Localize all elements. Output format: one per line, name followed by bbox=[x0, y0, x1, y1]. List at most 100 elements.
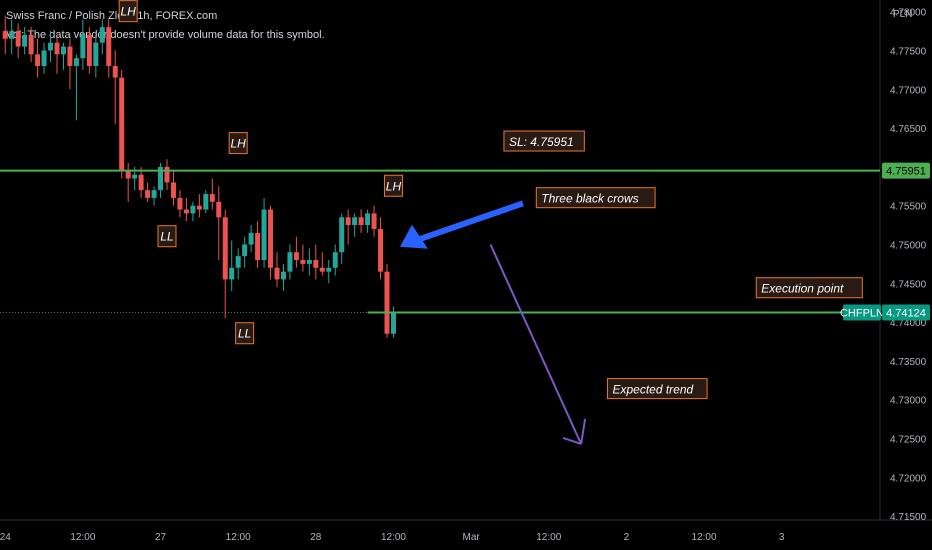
candle-body[interactable] bbox=[125, 170, 131, 179]
candle-body[interactable] bbox=[9, 31, 15, 39]
three-crows-arrow-head bbox=[399, 224, 428, 249]
annotation-box[interactable] bbox=[606, 378, 708, 400]
candle-body[interactable] bbox=[86, 34, 92, 66]
candle-body[interactable] bbox=[67, 46, 73, 66]
candle-body[interactable] bbox=[80, 34, 86, 59]
swing-marker[interactable] bbox=[157, 225, 177, 248]
candle-body[interactable] bbox=[196, 205, 202, 210]
candle-body[interactable] bbox=[274, 267, 280, 280]
swing-marker[interactable] bbox=[383, 174, 403, 197]
expected-trend-arrowhead-right bbox=[580, 418, 587, 445]
expected-trend-arrow[interactable] bbox=[489, 244, 583, 445]
candle-body[interactable] bbox=[177, 197, 183, 210]
candle-body[interactable] bbox=[28, 34, 34, 55]
candle-body[interactable] bbox=[164, 166, 170, 183]
candle-body[interactable] bbox=[332, 252, 338, 268]
candle-body[interactable] bbox=[158, 166, 164, 191]
candle-body[interactable] bbox=[365, 213, 371, 226]
candle-body[interactable] bbox=[313, 260, 319, 268]
y-tick-label[interactable]: 4.74000 bbox=[890, 318, 927, 329]
candle-body[interactable] bbox=[378, 228, 384, 272]
candle-body[interactable] bbox=[229, 267, 235, 280]
candle-body[interactable] bbox=[390, 312, 396, 334]
candle-body[interactable] bbox=[268, 209, 274, 268]
candle-body[interactable] bbox=[358, 217, 364, 226]
candle-body[interactable] bbox=[151, 190, 157, 198]
candle-body[interactable] bbox=[248, 232, 254, 245]
candle-body[interactable] bbox=[48, 42, 54, 51]
annotation-box[interactable] bbox=[755, 277, 863, 299]
annotation-label: Execution point bbox=[761, 282, 844, 296]
candle-body[interactable] bbox=[170, 182, 176, 198]
candle-body[interactable] bbox=[306, 260, 312, 264]
y-tick-label[interactable]: 4.78000 bbox=[890, 8, 927, 19]
candle-body[interactable] bbox=[384, 271, 390, 334]
candle-body[interactable] bbox=[293, 252, 299, 260]
candle-body[interactable] bbox=[41, 50, 47, 66]
currency-label: PLN bbox=[893, 9, 912, 20]
candle-body[interactable] bbox=[54, 42, 60, 55]
x-tick-label[interactable]: 24 bbox=[0, 532, 11, 543]
candle-body[interactable] bbox=[203, 194, 209, 210]
candle-body[interactable] bbox=[242, 244, 248, 257]
y-tick-label[interactable]: 4.77000 bbox=[890, 85, 927, 96]
x-tick-label[interactable]: 12:00 bbox=[692, 532, 717, 543]
candle-body[interactable] bbox=[300, 260, 306, 264]
candle-body[interactable] bbox=[261, 209, 267, 260]
candle-body[interactable] bbox=[190, 205, 196, 214]
swing-marker[interactable] bbox=[228, 132, 248, 155]
annotation-box[interactable] bbox=[535, 187, 656, 209]
candle-body[interactable] bbox=[216, 201, 222, 218]
candle-body[interactable] bbox=[138, 174, 144, 191]
candle-body[interactable] bbox=[119, 77, 125, 171]
annotation-box[interactable] bbox=[503, 130, 585, 152]
y-tick-label[interactable]: 4.73500 bbox=[890, 357, 927, 368]
x-tick-label[interactable]: Mar bbox=[463, 532, 481, 543]
candle-body[interactable] bbox=[352, 217, 358, 226]
candle-body[interactable] bbox=[22, 34, 28, 47]
candle-body[interactable] bbox=[326, 267, 332, 272]
candle-body[interactable] bbox=[280, 271, 286, 280]
y-tick-label[interactable]: 4.77500 bbox=[890, 46, 927, 57]
candle-body[interactable] bbox=[15, 31, 21, 47]
candle-body[interactable] bbox=[339, 217, 345, 253]
candle-body[interactable] bbox=[183, 209, 189, 214]
candle-body[interactable] bbox=[371, 213, 377, 229]
x-tick-label[interactable]: 12:00 bbox=[70, 532, 95, 543]
y-tick-label[interactable]: 4.75500 bbox=[890, 202, 927, 213]
x-tick-label[interactable]: 12:00 bbox=[536, 532, 561, 543]
x-tick-label[interactable]: 2 bbox=[624, 532, 630, 543]
candle-body[interactable] bbox=[209, 194, 215, 202]
y-tick-label[interactable]: 4.71500 bbox=[890, 512, 927, 523]
candle-body[interactable] bbox=[35, 54, 41, 66]
x-tick-label[interactable]: 27 bbox=[155, 532, 167, 543]
candle-body[interactable] bbox=[112, 65, 118, 78]
x-tick-label[interactable]: 28 bbox=[310, 532, 322, 543]
swing-marker[interactable] bbox=[235, 322, 255, 345]
candle-body[interactable] bbox=[222, 217, 228, 280]
candle-body[interactable] bbox=[287, 252, 293, 272]
y-tick-label[interactable]: 4.72500 bbox=[890, 435, 927, 446]
x-tick-label[interactable]: 3 bbox=[779, 532, 785, 543]
candle-body[interactable] bbox=[60, 46, 66, 55]
y-tick-label[interactable]: 4.75000 bbox=[890, 240, 927, 251]
candle-body[interactable] bbox=[255, 232, 261, 260]
swing-marker[interactable] bbox=[118, 0, 138, 23]
x-tick-label[interactable]: 12:00 bbox=[226, 532, 251, 543]
candle-body[interactable] bbox=[345, 217, 351, 226]
candle-body[interactable] bbox=[93, 42, 99, 66]
candle-body[interactable] bbox=[132, 174, 138, 179]
candle-body[interactable] bbox=[2, 31, 8, 39]
y-tick-label[interactable]: 4.76500 bbox=[890, 124, 927, 135]
candle-body[interactable] bbox=[235, 256, 241, 268]
y-tick-label[interactable]: 4.74500 bbox=[890, 279, 927, 290]
candle-body[interactable] bbox=[73, 58, 79, 66]
candle-body[interactable] bbox=[319, 267, 325, 272]
x-tick-label[interactable]: 12:00 bbox=[381, 532, 406, 543]
candle-body[interactable] bbox=[106, 27, 112, 66]
candle-body[interactable] bbox=[99, 27, 105, 43]
y-tick-label[interactable]: 4.72000 bbox=[890, 473, 927, 484]
y-tick-label[interactable]: 4.73000 bbox=[890, 396, 927, 407]
candle-body[interactable] bbox=[145, 190, 151, 198]
